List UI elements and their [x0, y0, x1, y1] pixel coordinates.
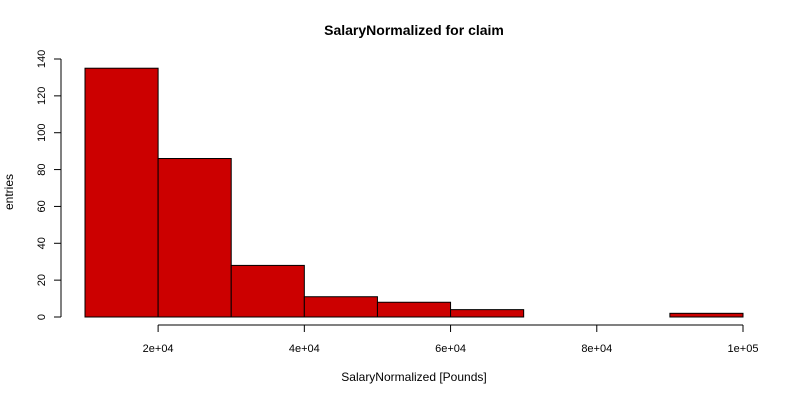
- histogram-bar: [669, 312, 744, 318]
- x-tick-label: 8e+04: [581, 343, 612, 355]
- y-tick-label: 100: [36, 124, 48, 142]
- y-tick-label: 60: [36, 200, 48, 212]
- y-tick-label: 140: [36, 50, 48, 68]
- x-axis: 2e+04 4e+04 6e+04 8e+04 1e+05: [143, 324, 759, 355]
- histogram-bar: [376, 301, 452, 318]
- y-tick-label: 0: [36, 314, 48, 320]
- x-tick-label: 4e+04: [289, 343, 320, 355]
- bars-group: [84, 67, 744, 318]
- y-tick-label: 40: [36, 237, 48, 249]
- chart-title: SalaryNormalized for claim: [324, 22, 504, 38]
- histogram-bar: [230, 264, 305, 318]
- x-axis-label: SalaryNormalized [Pounds]: [341, 370, 486, 384]
- histogram-bar: [450, 309, 525, 318]
- y-axis-label: entries: [2, 174, 16, 210]
- x-tick-label: 6e+04: [435, 343, 466, 355]
- histogram-bar: [157, 158, 232, 318]
- y-tick-label: 120: [36, 87, 48, 105]
- histogram-bar: [303, 296, 378, 318]
- x-tick-label: 2e+04: [143, 343, 174, 355]
- y-tick-label: 20: [36, 274, 48, 286]
- y-axis: 0 20 40 60 80 100 120 140: [36, 50, 62, 320]
- y-tick-label: 80: [36, 163, 48, 175]
- histogram-bar: [84, 67, 159, 318]
- x-tick-label: 1e+05: [728, 343, 759, 355]
